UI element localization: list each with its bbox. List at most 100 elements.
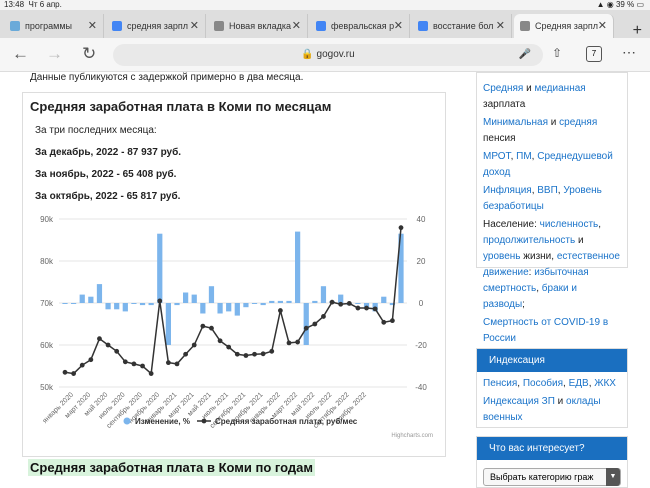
change-bar [320,286,327,303]
sidebar-link[interactable]: избыточная смертность [483,267,589,294]
sidebar-link[interactable]: продолжительность [483,235,576,246]
salary-point [260,351,266,357]
salary-point [114,348,120,354]
sidebar-text: , [536,283,542,294]
salary-line [64,227,402,376]
change-bar [157,233,163,303]
reload-icon[interactable]: ↻ [82,44,97,63]
legend-line-point [201,418,207,424]
tab-1[interactable]: средняя зарпл ✕ [106,14,206,38]
y-right-tick-label: -40 [415,383,427,392]
share-icon[interactable]: ⇧ [552,46,563,60]
status-bar: 13:48 Чт 6 апр. ▲ ◉ 39 % ▭ [0,0,650,10]
sidebar-link[interactable]: ЕДВ [568,378,589,389]
salary-point [183,351,189,357]
microphone-icon[interactable]: 🎤 [518,49,531,60]
change-bar [286,300,292,303]
address-bar[interactable]: 🔒 gogov.ru 🎤 [113,44,543,66]
y-left-tick-label: 60k [40,341,54,350]
sidebar-link[interactable]: оклады военных [483,396,601,423]
category-select[interactable]: Выбрать категорию граж ▼ [483,468,621,486]
sidebar-link[interactable]: ВВП [537,185,558,196]
sidebar-link[interactable]: Инфляция [483,185,532,196]
tab-3[interactable]: февральская р ✕ [310,14,410,38]
sidebar-text: , [531,151,538,162]
salary-point [295,339,301,345]
sidebar-text: зарплата [483,99,526,110]
sidebar-link[interactable]: естественное движение [483,251,620,278]
stat-november: За ноябрь, 2022 - 65 408 руб. [35,169,177,180]
back-arrow-icon[interactable]: ← [12,44,29,63]
sidebar-link[interactable]: медианная [534,83,586,94]
sidebar-line: Средняя и медианная зарплата [483,81,621,113]
change-bar [243,303,249,308]
sidebar-link[interactable]: МРОТ [483,151,511,162]
sidebar-link[interactable]: численность [539,219,599,230]
sidebar-line: Смертность от COVID-19 в России [483,315,621,347]
change-bar [363,303,370,308]
sidebar-link[interactable]: средняя [559,117,598,128]
y-right-tick-label: 40 [417,215,426,224]
salary-point [131,361,137,367]
tab-close-icon[interactable]: ✕ [291,20,301,32]
sidebar-link[interactable]: ЖКХ [594,378,616,389]
sidebar-link[interactable]: Пособия [522,378,563,389]
salary-point [174,361,180,367]
tab-close-icon[interactable]: ✕ [495,20,505,32]
tab-label: Средняя зарпл [535,21,599,31]
change-bar [96,284,103,303]
salary-point [140,363,145,369]
salary-point [217,338,223,344]
tab-5[interactable]: Средняя зарпл ✕ [514,14,614,38]
sidebar-text: , [510,151,517,162]
forward-arrow-icon[interactable]: → [46,44,63,63]
sidebar-line: Инфляция, ВВП, Уровень безработицы [483,183,621,215]
salary-point [277,308,283,313]
lock-icon: 🔒 [301,49,314,60]
tab-count-button[interactable]: 7 [586,46,602,62]
sidebar-link[interactable]: уровень [483,251,521,262]
tab-0[interactable]: программы ✕ [4,14,104,38]
tab-close-icon[interactable]: ✕ [597,20,607,32]
sidebar-line: Пенсия, Пособия, ЕДВ, ЖКХ [483,376,621,392]
change-bar [295,231,301,303]
sidebar-line: Индексация ЗП и оклады военных [483,394,621,426]
more-icon[interactable]: ⋯ [622,44,636,60]
salary-point [97,336,102,342]
tab-favicon-icon [112,21,122,31]
battery-indicator: ▲ ◉ 39 % ▭ [596,0,644,9]
sidebar-text: Население: [483,219,540,230]
sidebar-text: : [528,267,535,278]
tab-close-icon[interactable]: ✕ [87,20,97,32]
sidebar-link[interactable]: браки и разводы [483,283,577,310]
sidebar-link[interactable]: Минимальная [483,117,549,128]
new-tab-icon[interactable]: + [632,22,642,39]
sidebar-link[interactable]: Смертность от COVID-19 в России [483,317,609,344]
change-bar [191,294,197,303]
sidebar-link[interactable]: Средняя [483,83,524,94]
tab-label: восстание бол [433,21,494,31]
salary-point [398,225,404,231]
salary-point [105,342,111,348]
tab-close-icon[interactable]: ✕ [189,20,199,32]
sidebar-link[interactable]: ПМ [516,151,532,162]
tab-4[interactable]: восстание бол ✕ [412,14,512,38]
sidebar-text: ; [522,299,525,310]
sidebar-link[interactable]: Индексация ЗП [483,396,555,407]
change-bar [200,303,206,314]
sidebar-text: , [517,378,523,389]
change-bar [122,303,128,312]
sidebar-link[interactable]: Пенсия [483,378,518,389]
change-bar [381,296,387,303]
sidebar-link[interactable]: Среднедушевой доход [483,151,613,178]
salary-point [165,360,171,366]
salary-point [355,305,361,311]
change-bar [79,294,85,303]
tab-2[interactable]: Новая вкладка ✕ [208,14,308,38]
sidebar-text: , [598,219,602,230]
salary-point [389,318,395,324]
sidebar-link[interactable]: Уровень безработицы [483,185,602,212]
change-bar [105,303,111,310]
change-bar [234,303,240,316]
tab-close-icon[interactable]: ✕ [393,20,403,32]
